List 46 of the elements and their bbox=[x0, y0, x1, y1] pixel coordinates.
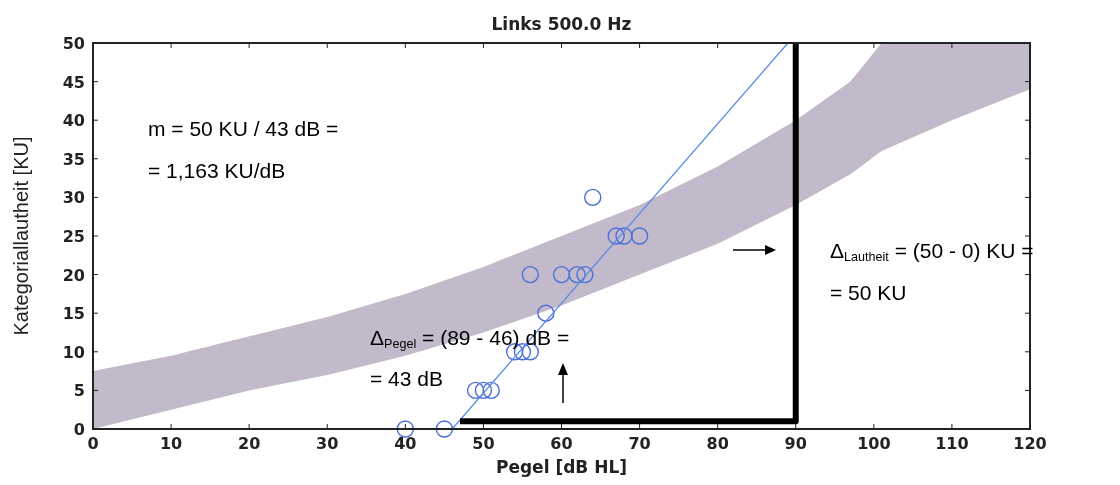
y-axis-title: Kategoriallautheit [KU] bbox=[10, 136, 32, 336]
x-tick-label: 80 bbox=[706, 434, 729, 453]
y-tick-label: 45 bbox=[62, 72, 85, 92]
y-tick-label: 50 bbox=[62, 34, 85, 53]
point bbox=[630, 227, 649, 245]
x-tick-label: 70 bbox=[628, 434, 651, 453]
x-tick-label: 40 bbox=[394, 434, 417, 453]
y-tick-label: 30 bbox=[62, 188, 85, 208]
x-tick-label: 110 bbox=[935, 434, 969, 453]
point bbox=[521, 343, 539, 361]
point bbox=[607, 227, 625, 245]
y-tick-label: 35 bbox=[62, 149, 85, 169]
x-tick-label: 120 bbox=[1013, 434, 1047, 453]
point bbox=[482, 381, 500, 400]
x-tick-label: 10 bbox=[159, 434, 183, 453]
x-tick-label: 50 bbox=[472, 434, 495, 453]
point bbox=[521, 265, 539, 284]
point bbox=[568, 265, 586, 284]
annotation: = 43 dB bbox=[370, 367, 443, 390]
annotation: m = 50 KU / 43 dB = bbox=[148, 117, 339, 140]
x-tick-label: 60 bbox=[550, 434, 573, 453]
y-tick-label: 20 bbox=[62, 265, 85, 285]
y-tick-label: 15 bbox=[62, 304, 85, 324]
annotation: = 50 KU bbox=[830, 281, 907, 304]
y-tick-label: 40 bbox=[62, 111, 85, 131]
y-tick-label: 10 bbox=[62, 342, 85, 362]
x-tick-label: 90 bbox=[784, 434, 807, 453]
y-tick-label: 25 bbox=[62, 227, 85, 246]
x-tick-label: 100 bbox=[857, 434, 891, 453]
point bbox=[396, 420, 415, 438]
point bbox=[552, 265, 571, 284]
point bbox=[435, 420, 454, 438]
point bbox=[537, 304, 555, 322]
point bbox=[576, 265, 594, 284]
chart-title: Links 500.0 Hz bbox=[491, 14, 632, 34]
x-axis-title: Pegel [dB HL] bbox=[495, 457, 628, 477]
annotation: = 1,163 KU/dB bbox=[148, 159, 286, 182]
point bbox=[474, 381, 493, 400]
x-tick-label: 30 bbox=[316, 434, 339, 453]
y-tick-label: 0 bbox=[73, 420, 85, 439]
point bbox=[466, 381, 485, 400]
x-tick-label: 0 bbox=[87, 434, 99, 453]
x-tick-label: 20 bbox=[238, 434, 261, 453]
point bbox=[615, 227, 633, 245]
point bbox=[584, 188, 602, 207]
y-tick-label: 5 bbox=[73, 381, 85, 401]
